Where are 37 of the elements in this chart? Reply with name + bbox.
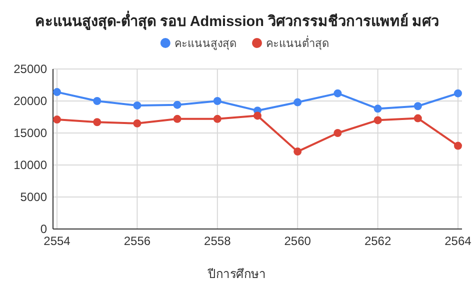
y-tick-label: 5000 bbox=[20, 190, 48, 204]
y-tick-label: 15000 bbox=[14, 126, 48, 140]
point bbox=[294, 98, 302, 106]
point bbox=[374, 104, 382, 113]
y-tick-label: 10000 bbox=[14, 158, 48, 172]
point bbox=[414, 114, 422, 122]
point bbox=[374, 116, 382, 124]
y-tick-label: 25000 bbox=[14, 62, 48, 76]
x-tick-label: 2564 bbox=[444, 234, 472, 248]
x-axis-title: ปีการศึกษา bbox=[207, 267, 266, 281]
point bbox=[213, 97, 222, 105]
point bbox=[414, 102, 422, 110]
point bbox=[173, 100, 182, 109]
point bbox=[173, 114, 182, 123]
legend-label: คะแนนสูงสุด bbox=[174, 38, 236, 50]
point bbox=[254, 112, 262, 120]
x-tick-label: 2560 bbox=[284, 234, 312, 248]
y-tick-label: 20000 bbox=[14, 94, 48, 108]
point bbox=[334, 89, 342, 98]
point bbox=[454, 142, 462, 150]
point bbox=[53, 88, 62, 96]
point bbox=[294, 148, 302, 156]
point bbox=[334, 129, 342, 137]
x-tick-label: 2554 bbox=[44, 234, 71, 248]
point bbox=[454, 89, 462, 98]
point bbox=[93, 97, 102, 105]
x-tick-label: 2556 bbox=[124, 234, 151, 248]
y-tick-label: 0 bbox=[40, 222, 48, 236]
point bbox=[53, 116, 62, 124]
point bbox=[133, 119, 142, 128]
chart-title: คะแนนสูงสุด-ต่ำสุด รอบ Admission วิศวกรรมชีวการแพทย์ มศว bbox=[34, 10, 440, 30]
x-tick-label: 2562 bbox=[364, 234, 392, 248]
legend-label: คะแนนต่ำสุด bbox=[266, 35, 329, 50]
point bbox=[93, 118, 102, 126]
x-tick-label: 2558 bbox=[204, 234, 232, 248]
point bbox=[213, 114, 222, 123]
point bbox=[133, 101, 142, 110]
